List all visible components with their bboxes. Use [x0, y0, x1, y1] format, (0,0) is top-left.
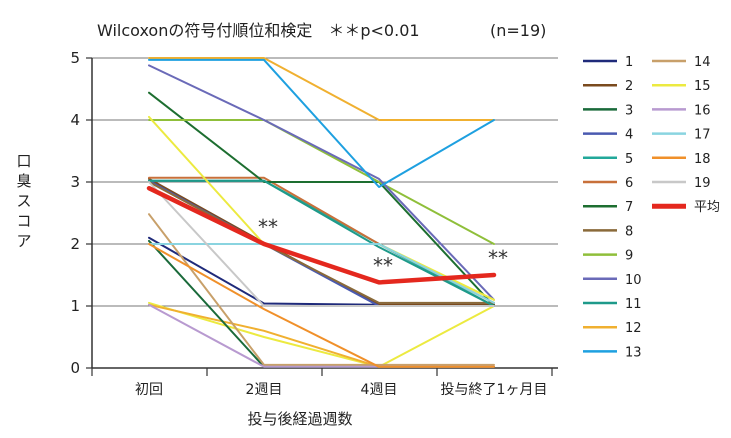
series-line-2	[148, 177, 495, 306]
legend-label-12: 12	[625, 321, 642, 336]
y-axis-title-char-4: ア	[16, 232, 31, 250]
series-line-1	[148, 236, 495, 306]
series-line-7	[148, 91, 495, 307]
legend-label-4: 4	[625, 128, 633, 143]
legend-label-17: 17	[694, 128, 711, 143]
legend-label-10: 10	[625, 273, 642, 288]
annotation-0: **	[258, 215, 278, 239]
y-tick-label-0: 0	[70, 359, 80, 377]
legend-label-13: 13	[625, 345, 642, 360]
legend-label-18: 18	[694, 152, 711, 167]
series-line-6	[148, 176, 495, 304]
significance-annotations: ** ** **	[258, 215, 508, 277]
chart-title: Wilcoxonの符号付順位和検定 ＊＊p<0.01	[97, 21, 420, 40]
x-axis-title: 投与後経過週数	[247, 410, 352, 428]
legend-label-11: 11	[625, 297, 642, 312]
series-line-13	[148, 58, 495, 188]
x-tick-label-3: 投与終了1ヶ月目	[441, 382, 548, 398]
y-tick-label-1: 1	[70, 297, 80, 315]
legend-label-2: 2	[625, 79, 633, 94]
series-line-10	[148, 64, 495, 301]
y-tick-labels: 0 1 2 3 4 5	[70, 49, 80, 377]
y-axis-title-char-0: 口	[16, 152, 31, 170]
legend-label-6: 6	[625, 176, 633, 191]
legend-label-14: 14	[694, 55, 711, 70]
y-axis-title-char-1: 臭	[16, 172, 31, 190]
series-line-9	[148, 119, 495, 245]
y-tick-label-3: 3	[70, 173, 80, 191]
chart-subtitle: (n=19)	[490, 21, 546, 40]
series-line-8	[148, 181, 495, 304]
y-axis-title-char-3: コ	[16, 212, 31, 230]
x-tick-labels: 初回 2週目 4週目 投与終了1ヶ月目	[135, 381, 547, 398]
annotation-1: **	[373, 253, 393, 277]
series-line-12	[148, 57, 495, 121]
mean-line	[146, 185, 497, 285]
annotation-2: **	[488, 246, 508, 270]
y-tick-label-4: 4	[70, 111, 80, 129]
x-tick-label-2: 4週目	[361, 382, 398, 398]
series-lines	[146, 57, 497, 368]
x-tick-label-0: 初回	[135, 381, 163, 398]
legend-label-15: 15	[694, 79, 711, 94]
legend-label-9: 9	[625, 249, 633, 264]
legend-label-7: 7	[625, 200, 633, 215]
extra-line-0	[148, 301, 495, 368]
y-tick-label-5: 5	[70, 49, 80, 67]
legend-label-平均: 平均	[694, 200, 720, 215]
legend-label-8: 8	[625, 224, 633, 239]
legend-label-3: 3	[625, 103, 633, 118]
x-tick-label-1: 2週目	[246, 382, 283, 398]
y-tick-label-2: 2	[70, 235, 80, 253]
extra-line-1	[148, 303, 495, 368]
series-line-18	[148, 243, 495, 368]
legend-label-16: 16	[694, 103, 711, 118]
legend-label-1: 1	[625, 55, 633, 70]
legend-label-19: 19	[694, 176, 711, 191]
legend-label-5: 5	[625, 152, 633, 167]
axes	[86, 57, 553, 376]
series-line-16	[148, 303, 495, 368]
y-axis-title-char-2: ス	[16, 192, 31, 210]
series-line-14	[148, 213, 495, 366]
series-line-19	[148, 181, 495, 307]
